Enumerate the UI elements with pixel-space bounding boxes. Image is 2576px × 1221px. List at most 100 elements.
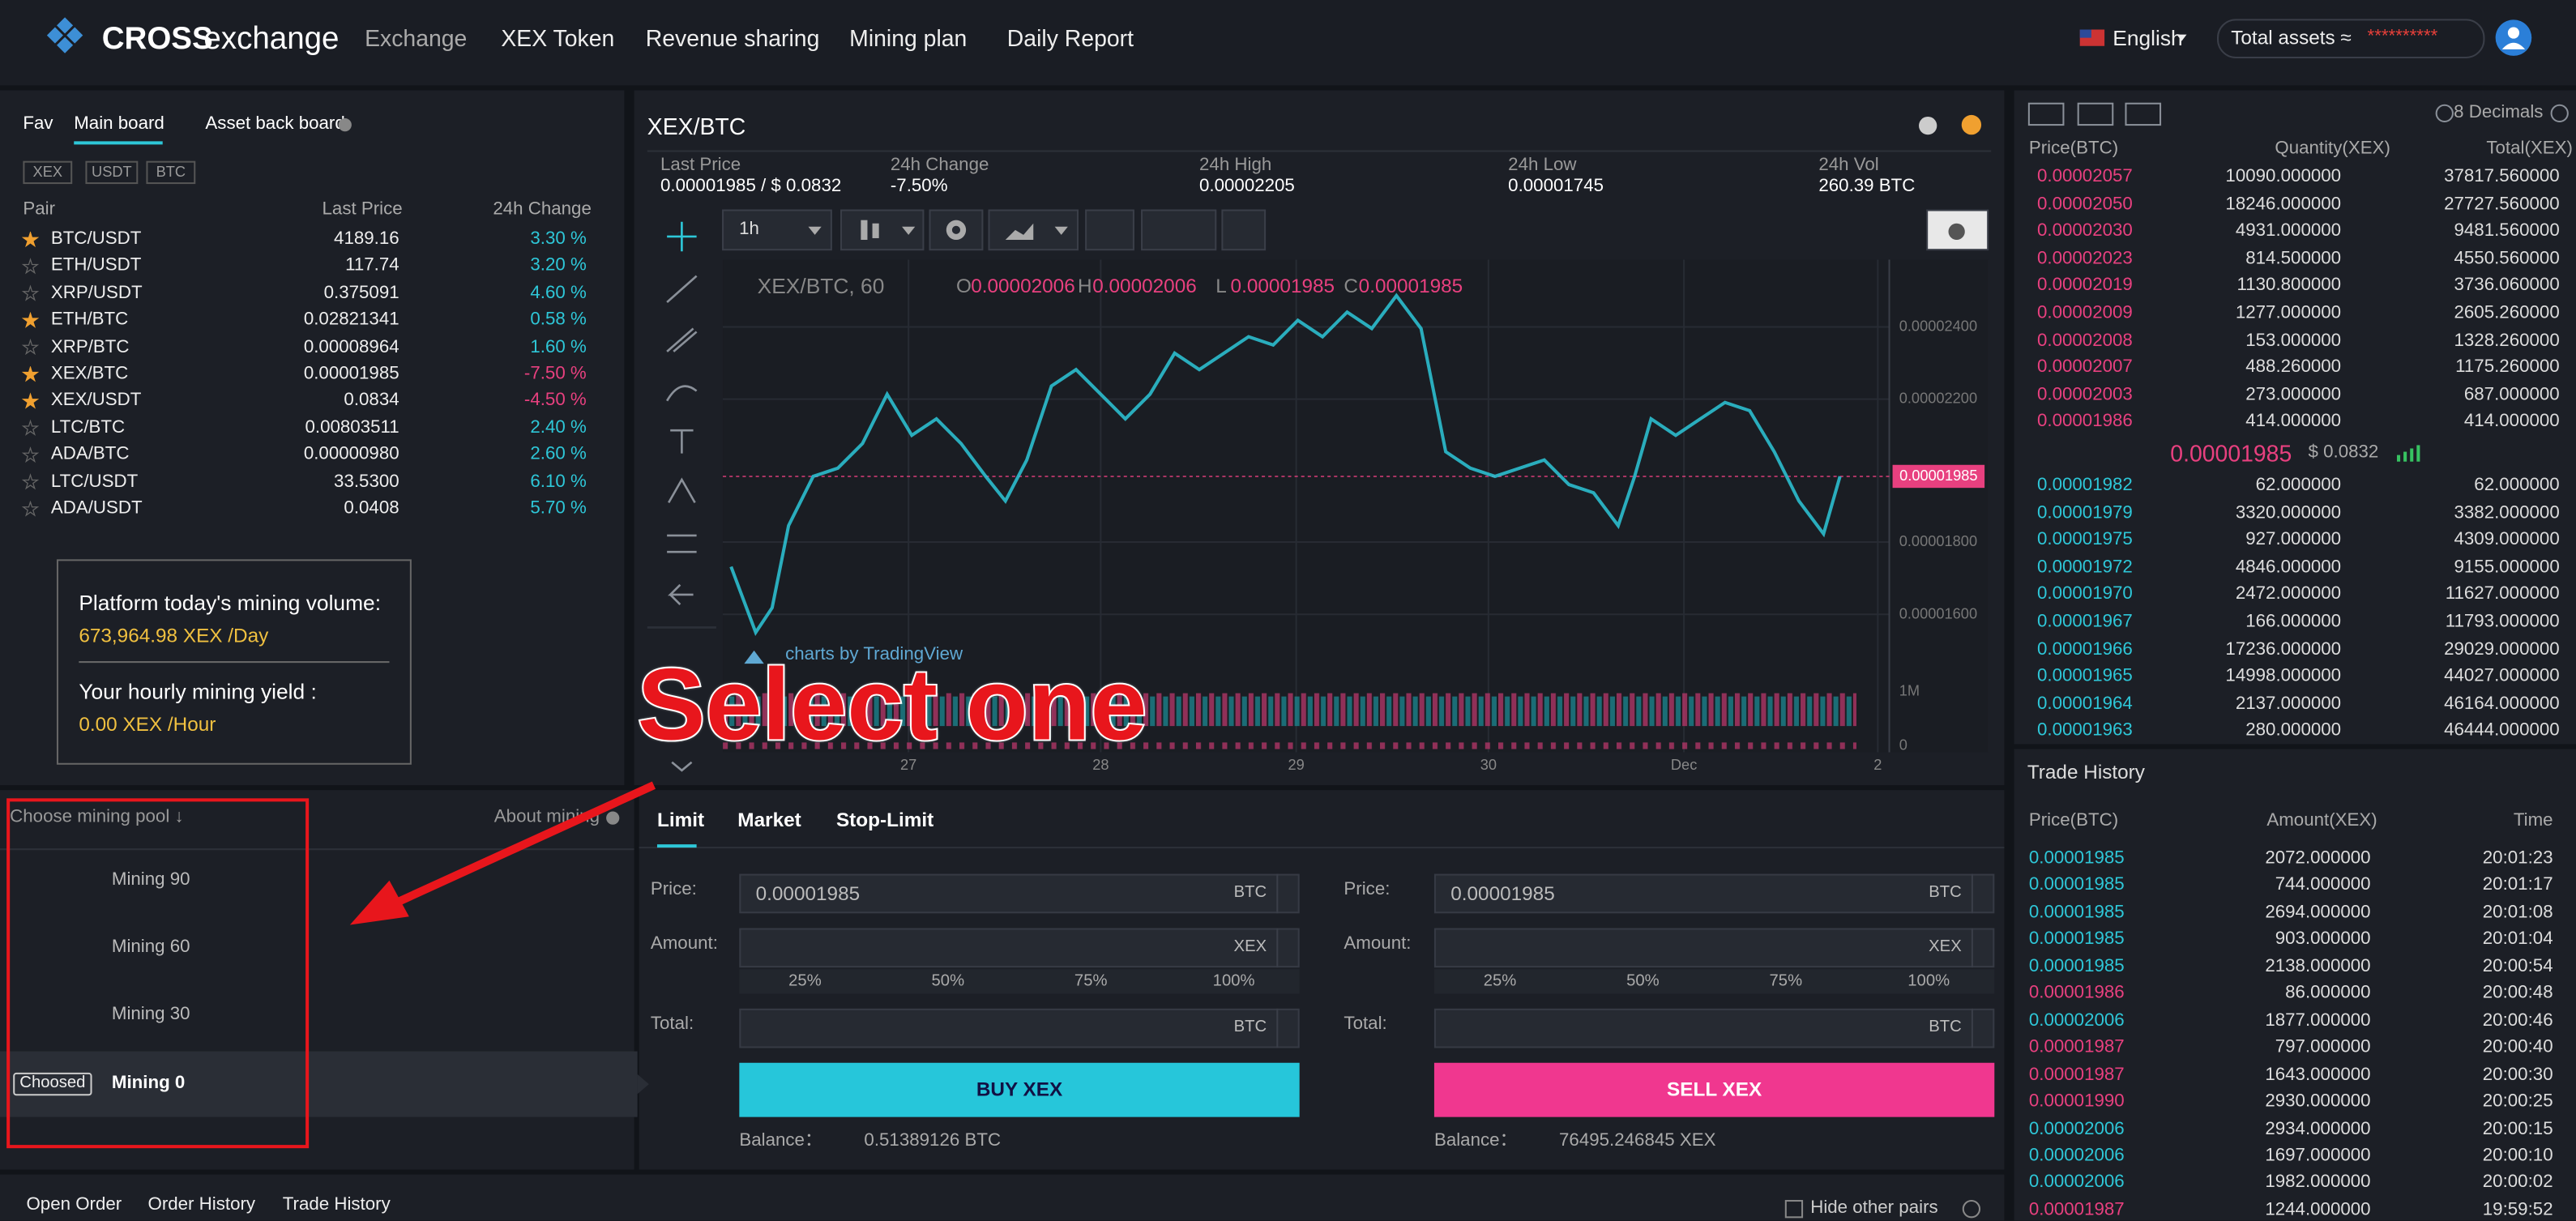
pair[interactable]: ETH/USDT	[50, 256, 142, 276]
order-tab[interactable]: Stop-Limit	[835, 808, 934, 831]
input[interactable]	[1433, 873, 1995, 914]
order-tab[interactable]: Market	[737, 808, 801, 831]
pool-header[interactable]: Choose mining pool ↓	[10, 807, 184, 827]
trade-button-label[interactable]: SELL XEX	[1667, 1077, 1762, 1101]
fullscreen-button[interactable]	[1221, 209, 1267, 251]
pair[interactable]: XEX/USDT	[50, 391, 142, 411]
input[interactable]	[739, 928, 1300, 968]
pair[interactable]: LTC/BTC	[50, 417, 126, 438]
mining-pool[interactable]: Mining 30	[111, 1004, 190, 1025]
book-price[interactable]: 0.00001967	[2037, 612, 2133, 632]
pair[interactable]: ADA/BTC	[50, 444, 130, 465]
nav-link[interactable]: Mining plan	[849, 24, 968, 51]
mining-pool[interactable]: Mining 0	[111, 1073, 186, 1094]
book-price[interactable]: 0.00002007	[2037, 357, 2133, 378]
book-price[interactable]: 0.00002009	[2037, 303, 2133, 323]
compare-button[interactable]	[1085, 209, 1134, 251]
book-price[interactable]: 0.00001986	[2037, 412, 2133, 432]
mining-pool[interactable]: Mining 90	[111, 869, 190, 890]
book-price[interactable]: 0.00001966	[2037, 638, 2133, 660]
time-axis-label: 29	[1288, 756, 1305, 773]
column-header: Amount(XEX)	[2266, 810, 2377, 830]
filter-button[interactable]	[85, 160, 139, 185]
trade-button-label[interactable]: BUY XEX	[976, 1077, 1063, 1101]
price-trace	[729, 292, 1842, 636]
brand-suffix: exchange	[203, 22, 340, 57]
change: 3.30 %	[530, 228, 587, 250]
percent-option[interactable]: 100%	[1907, 972, 1950, 991]
nav-link[interactable]: XEX Token	[501, 24, 615, 51]
orders-tab[interactable]: Trade History	[282, 1194, 391, 1215]
percent-option[interactable]: 50%	[931, 972, 965, 991]
percent-option[interactable]: 50%	[1626, 972, 1660, 991]
book-price[interactable]: 0.00002030	[2037, 221, 2133, 241]
input[interactable]	[1433, 928, 1995, 968]
nav-link[interactable]: Revenue sharing	[645, 24, 820, 51]
percent-option[interactable]: 25%	[1483, 972, 1517, 991]
pair[interactable]: XRP/USDT	[50, 283, 143, 303]
decimals-minus[interactable]	[2435, 104, 2454, 123]
book-price[interactable]: 0.00002023	[2037, 248, 2133, 269]
logo-diamond	[57, 36, 74, 53]
book-price[interactable]: 0.00002057	[2037, 166, 2133, 187]
pair[interactable]: XRP/BTC	[50, 336, 130, 357]
book-quantity: 273.000000	[2245, 385, 2342, 405]
book-price[interactable]: 0.00001975	[2037, 530, 2133, 550]
view-icon[interactable]	[2027, 102, 2065, 126]
balance-label: Balance：	[1433, 1130, 1518, 1151]
hide-pairs-label[interactable]: Hide other pairs	[1810, 1198, 1938, 1219]
checkbox[interactable]	[1784, 1200, 1804, 1219]
percent-option[interactable]: 25%	[788, 972, 822, 991]
book-price[interactable]: 0.00001963	[2037, 720, 2133, 741]
orders-tab[interactable]: Open Order	[26, 1194, 122, 1215]
column-header: Price(BTC)	[2028, 139, 2119, 159]
pair[interactable]: LTC/USDT	[50, 472, 139, 492]
undo-redo-button[interactable]	[1141, 209, 1217, 251]
settings-icon[interactable]	[1962, 1200, 1981, 1219]
symbol: XEX/BTC	[647, 113, 746, 140]
book-price[interactable]: 0.00001964	[2037, 694, 2133, 714]
interval[interactable]: 1h	[739, 219, 759, 239]
book-price[interactable]: 0.00001965	[2037, 666, 2133, 686]
view-icon[interactable]	[2077, 102, 2114, 126]
book-price[interactable]: 0.00001979	[2037, 502, 2133, 523]
order-tab[interactable]: Limit	[656, 808, 705, 831]
orders-tab[interactable]: Order History	[147, 1194, 256, 1215]
trade-button[interactable]	[1433, 1062, 1995, 1117]
market-tab[interactable]: Asset back board	[205, 113, 345, 134]
input[interactable]	[739, 1008, 1300, 1048]
pair[interactable]: ADA/USDT	[50, 498, 143, 519]
book-price[interactable]: 0.00002003	[2037, 385, 2133, 405]
pair[interactable]: ETH/BTC	[50, 310, 129, 330]
language-select[interactable]: English	[2112, 25, 2183, 50]
book-price[interactable]: 0.00001982	[2037, 475, 2133, 496]
market-tab[interactable]: Main board	[74, 113, 164, 134]
book-price[interactable]: 0.00002019	[2037, 275, 2133, 296]
market-tab[interactable]: Fav	[23, 113, 53, 134]
filter-button[interactable]	[146, 160, 196, 185]
book-price[interactable]: 0.00002050	[2037, 194, 2133, 214]
order-book-panel	[2014, 90, 2576, 745]
input[interactable]	[739, 873, 1300, 914]
selected-pool-row[interactable]	[0, 1051, 638, 1117]
percent-option[interactable]: 100%	[1212, 972, 1255, 991]
filter-button[interactable]	[23, 160, 73, 185]
column-header: Time	[2513, 810, 2553, 830]
book-price[interactable]: 0.00001970	[2037, 584, 2133, 604]
decimals[interactable]: 8 Decimals	[2454, 102, 2544, 123]
input[interactable]	[1433, 1008, 1995, 1048]
decimals-plus[interactable]	[2550, 104, 2569, 123]
mining-pool[interactable]: Mining 60	[111, 937, 190, 957]
pair[interactable]: XEX/BTC	[50, 364, 129, 384]
settings-button[interactable]	[929, 209, 984, 251]
view-icon[interactable]	[2125, 102, 2162, 126]
nav-link[interactable]: Exchange	[365, 24, 468, 51]
snapshot-button[interactable]	[1926, 209, 1989, 251]
book-price[interactable]: 0.00002008	[2037, 330, 2133, 351]
percent-option[interactable]: 75%	[1769, 972, 1803, 991]
book-price[interactable]: 0.00001972	[2037, 557, 2133, 578]
percent-option[interactable]: 75%	[1074, 972, 1108, 991]
pair[interactable]: BTC/USDT	[50, 228, 142, 250]
nav-link[interactable]: Daily Report	[1006, 24, 1134, 51]
trade-button[interactable]	[739, 1062, 1300, 1117]
